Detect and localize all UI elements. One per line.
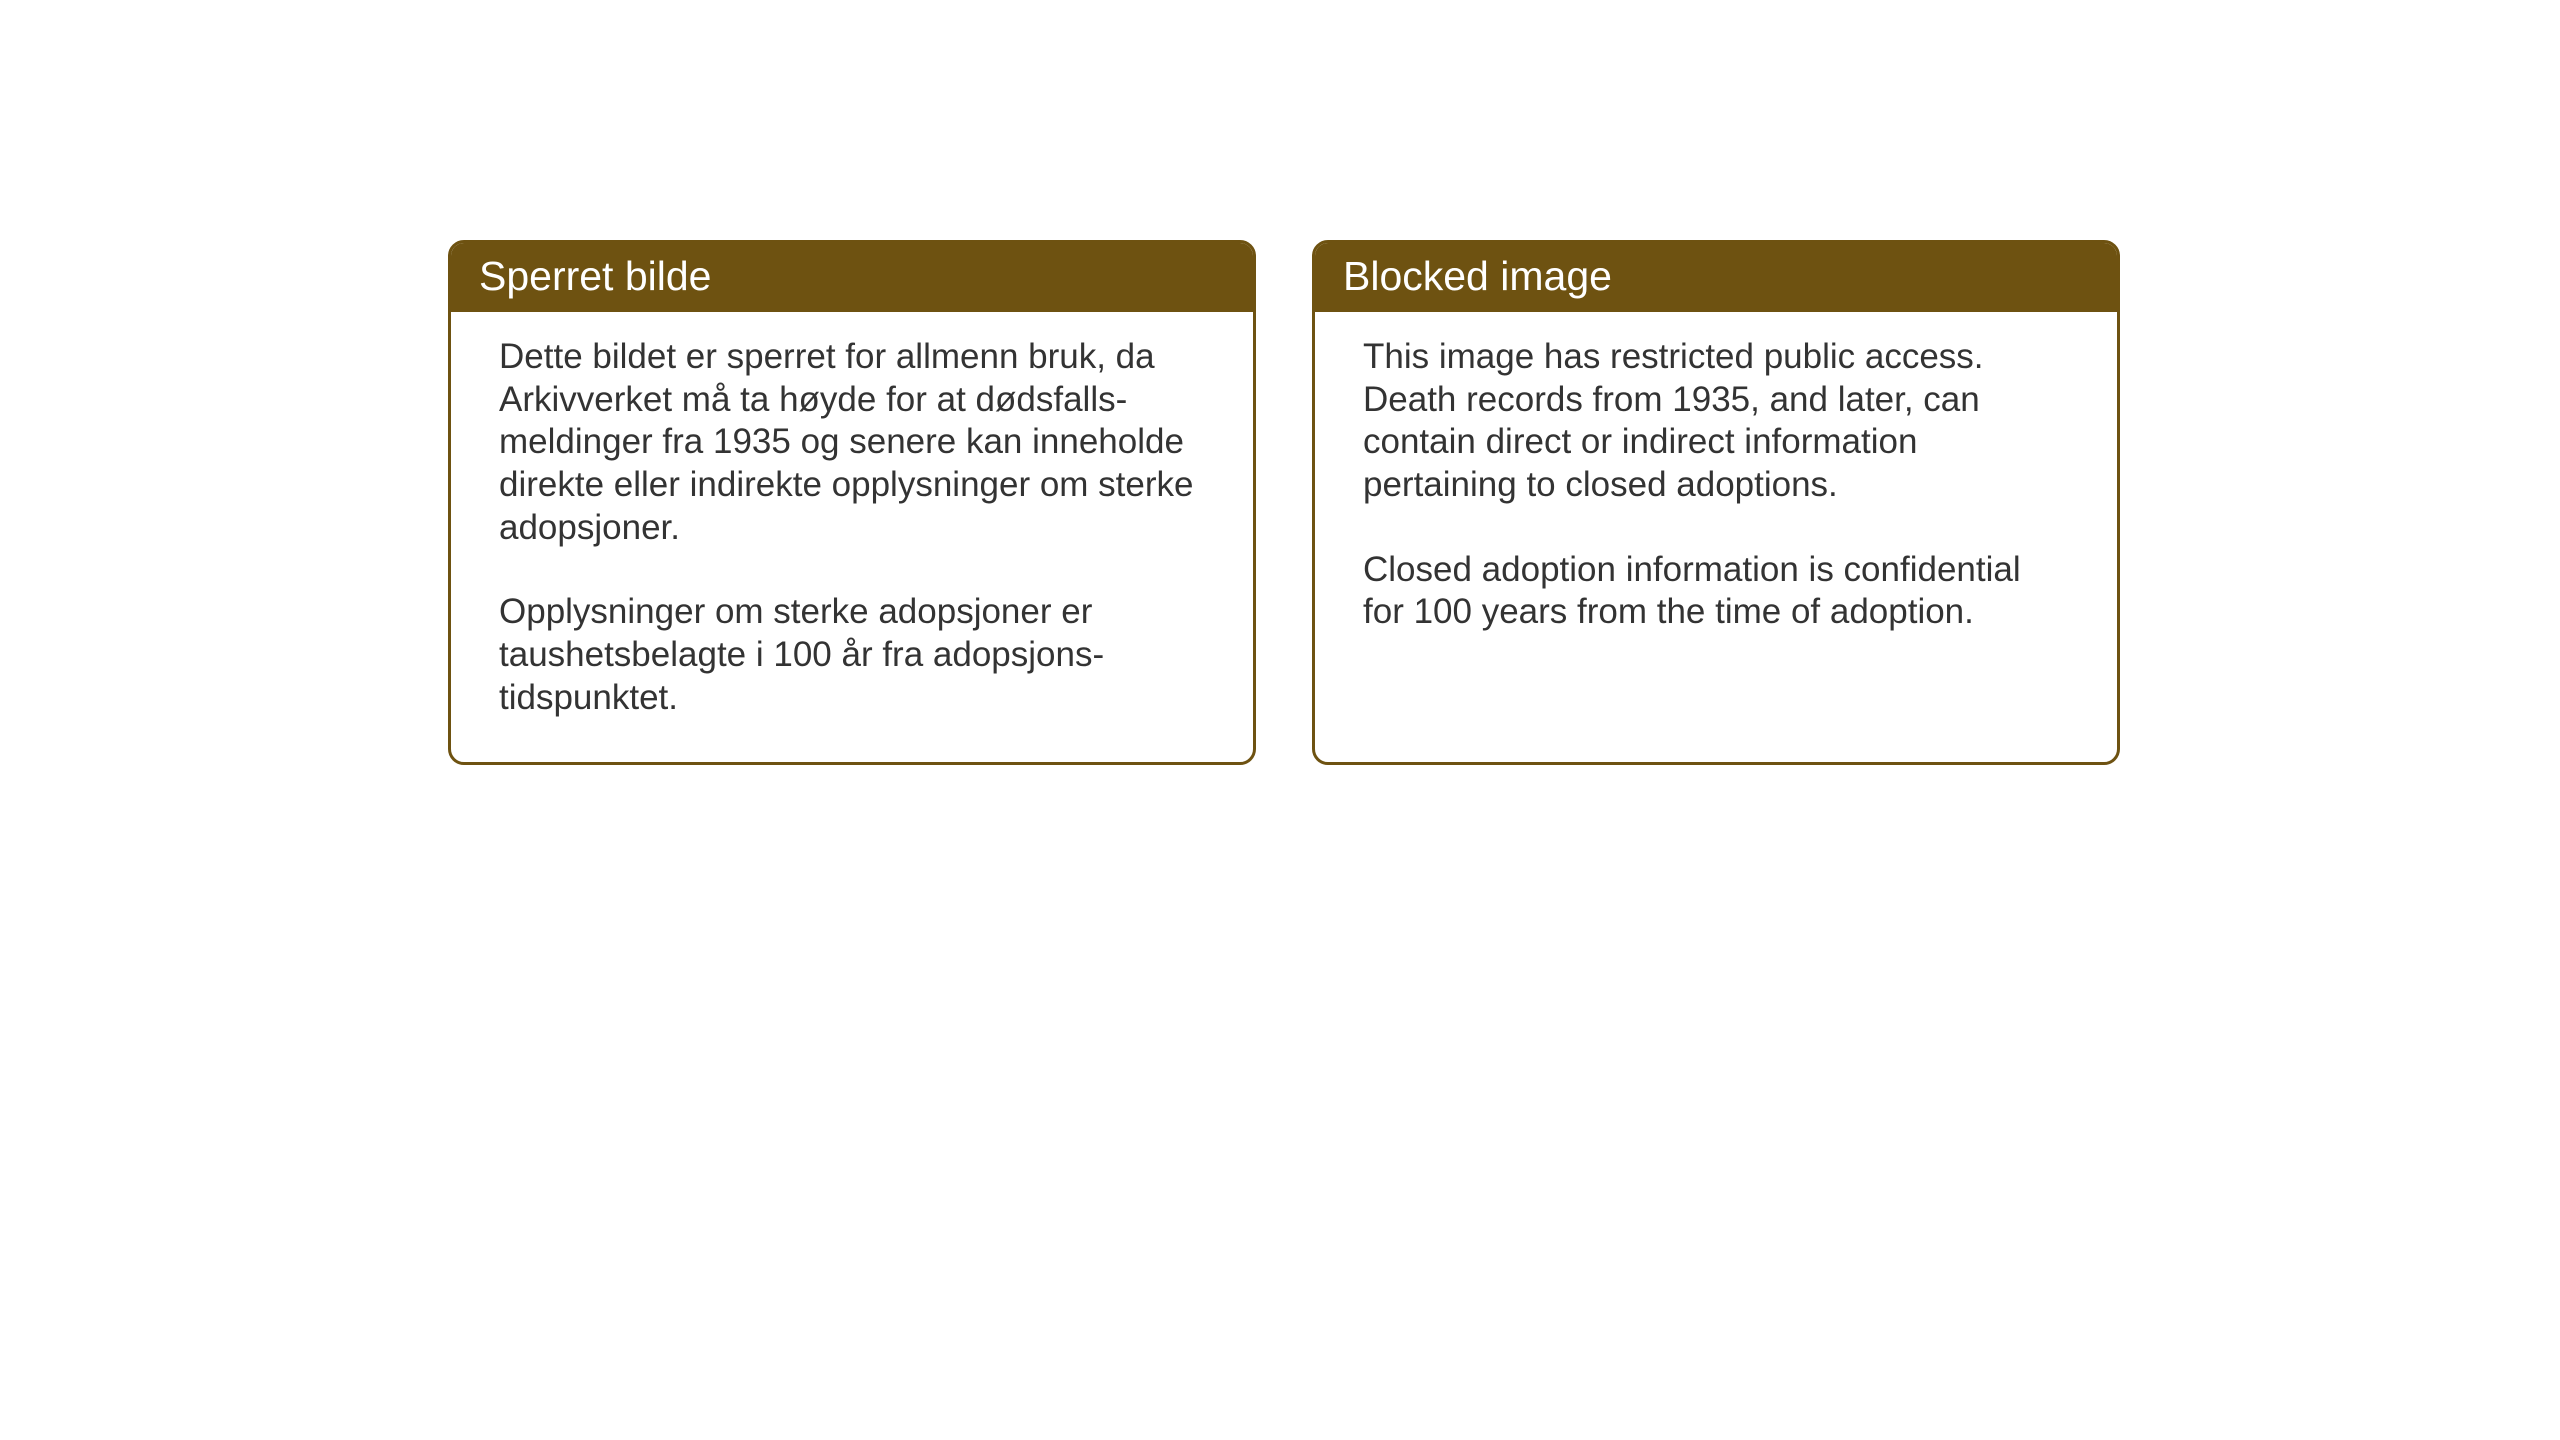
norwegian-notice-card: Sperret bilde Dette bildet er sperret fo… <box>448 240 1256 765</box>
english-paragraph-1: This image has restricted public access.… <box>1363 336 2069 507</box>
english-paragraph-2: Closed adoption information is confident… <box>1363 549 2069 634</box>
norwegian-paragraph-2: Opplysninger om sterke adopsjoner er tau… <box>499 591 1205 719</box>
norwegian-card-body: Dette bildet er sperret for allmenn bruk… <box>451 312 1253 762</box>
notice-container: Sperret bilde Dette bildet er sperret fo… <box>448 240 2120 765</box>
norwegian-paragraph-1: Dette bildet er sperret for allmenn bruk… <box>499 336 1205 549</box>
english-card-body: This image has restricted public access.… <box>1315 312 2117 676</box>
english-card-title: Blocked image <box>1315 243 2117 312</box>
norwegian-card-title: Sperret bilde <box>451 243 1253 312</box>
english-notice-card: Blocked image This image has restricted … <box>1312 240 2120 765</box>
